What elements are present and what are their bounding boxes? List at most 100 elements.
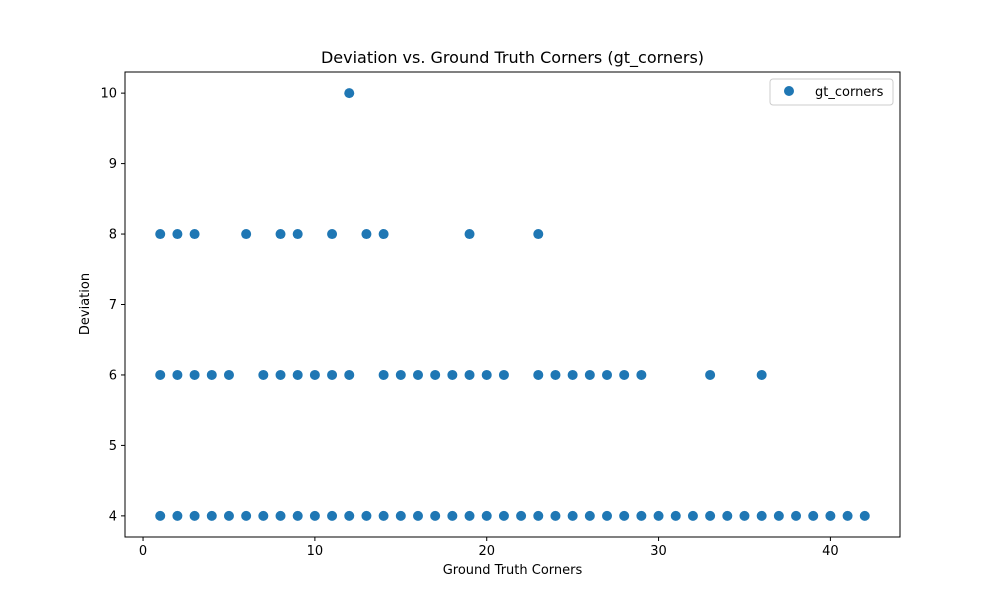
data-point [705,369,716,380]
y-tick-label: 9 [109,157,117,172]
data-point [155,369,166,380]
data-point [172,369,183,380]
data-point [223,510,234,521]
data-point [327,369,338,380]
data-point [344,88,355,99]
data-point [241,510,252,521]
data-point [189,229,200,240]
data-point [223,369,234,380]
x-tick-label: 10 [307,544,324,559]
data-point [602,369,613,380]
data-point [481,510,492,521]
data-point [172,510,183,521]
legend-box [769,78,894,106]
data-point [584,369,595,380]
data-point [636,369,647,380]
y-tick-label: 10 [100,87,117,102]
data-point [498,510,509,521]
data-point [739,510,750,521]
plot-area-frame [124,71,901,538]
data-point [155,229,166,240]
data-point [722,510,733,521]
data-point [687,510,698,521]
data-point [567,369,578,380]
data-point [464,510,475,521]
data-point [464,369,475,380]
data-point [533,369,544,380]
axis-ticks: 0 10 20 30 40 4 5 6 7 8 9 10 [100,87,838,559]
data-point [825,510,836,521]
data-point [241,229,252,240]
y-tick-label: 6 [109,368,117,383]
y-tick-label: 7 [109,298,117,313]
x-tick-label: 0 [139,544,147,559]
y-tick-label: 8 [109,228,117,243]
data-point [275,510,286,521]
data-point [258,510,269,521]
data-point [275,369,286,380]
data-point [756,369,767,380]
data-point [447,369,458,380]
data-point [206,369,217,380]
data-point [670,510,681,521]
data-point [412,510,423,521]
data-point [327,229,338,240]
chart-title: Deviation vs. Ground Truth Corners (gt_c… [321,48,704,68]
data-point [206,510,217,521]
data-point [395,510,406,521]
data-point [309,510,320,521]
data-point [498,369,509,380]
data-point [395,369,406,380]
data-point [378,369,389,380]
data-point [481,369,492,380]
data-point [430,369,441,380]
data-point [464,229,475,240]
y-axis-label: Deviation [78,273,93,335]
data-point [756,510,767,521]
data-point [327,510,338,521]
data-point [189,510,200,521]
data-point [533,510,544,521]
legend-marker [784,86,794,96]
data-point [292,510,303,521]
x-axis-label: Ground Truth Corners [443,563,583,578]
data-point [155,510,166,521]
data-point [275,229,286,240]
data-point [516,510,527,521]
data-point [172,229,183,240]
data-point [344,369,355,380]
data-point [567,510,578,521]
data-point [773,510,784,521]
x-tick-label: 30 [650,544,667,559]
data-point [584,510,595,521]
data-point [619,369,630,380]
data-point [344,510,355,521]
data-point [361,229,372,240]
data-point [258,369,269,380]
data-point [361,510,372,521]
data-point [378,510,389,521]
y-tick-label: 5 [109,439,117,454]
data-point [292,369,303,380]
legend-label: gt_corners [815,85,884,100]
data-point [550,369,561,380]
data-point [533,229,544,240]
data-point [791,510,802,521]
x-tick-label: 20 [478,544,495,559]
data-point [808,510,819,521]
data-point [842,510,853,521]
data-point [859,510,870,521]
data-point [550,510,561,521]
data-point [619,510,630,521]
x-tick-label: 40 [822,544,839,559]
data-point [292,229,303,240]
data-point [602,510,613,521]
data-point [430,510,441,521]
data-points [155,88,870,521]
data-point [378,229,389,240]
data-point [705,510,716,521]
data-point [636,510,647,521]
data-point [447,510,458,521]
